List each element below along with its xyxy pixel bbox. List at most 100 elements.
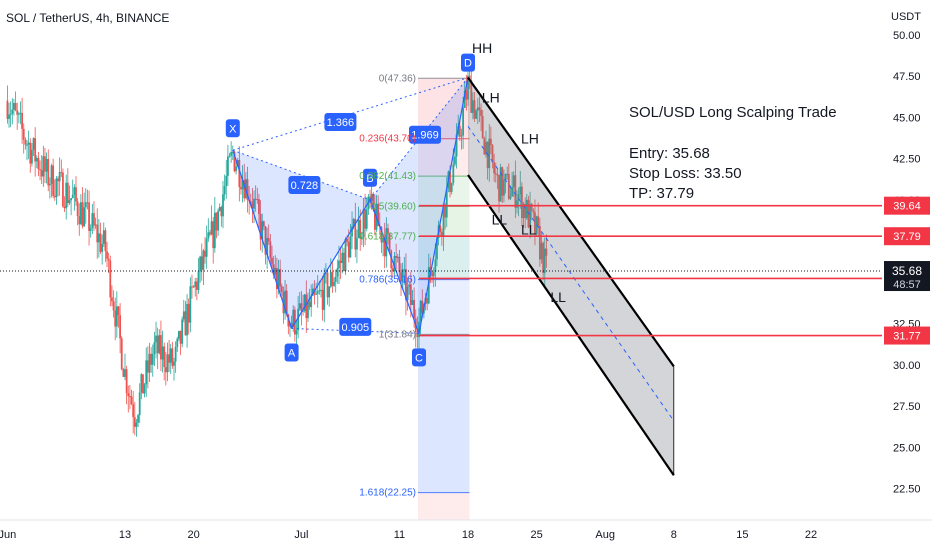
candle-body: [181, 319, 184, 344]
candle-body: [130, 396, 133, 405]
candle-body: [512, 175, 515, 188]
candle-body: [470, 80, 473, 113]
candle-body: [68, 200, 71, 204]
candle-body: [200, 256, 203, 270]
current-price-text: 35.68: [892, 264, 922, 278]
ratio-box: [409, 125, 441, 144]
candle-body: [284, 290, 286, 314]
candle-body: [383, 237, 386, 257]
candle-body: [499, 167, 502, 202]
candle-body: [143, 384, 146, 394]
candle-body: [58, 172, 61, 182]
candle-body: [506, 173, 509, 175]
candle-body: [168, 354, 170, 363]
candle-body: [133, 417, 136, 427]
price-axis[interactable]: [882, 0, 932, 520]
ratio-box: [324, 112, 357, 131]
candle-body: [507, 173, 510, 199]
candle-body: [91, 213, 94, 229]
candle-body: [326, 272, 329, 298]
candle-body: [129, 396, 131, 398]
candle-body: [220, 207, 223, 217]
candle-body: [476, 107, 479, 111]
candle-body: [222, 194, 224, 217]
candle-body: [473, 100, 476, 119]
candle-body: [279, 269, 282, 287]
harmonic-ratio-line: [232, 77, 469, 151]
price-tick-label: 22.50: [893, 484, 921, 496]
candle-body: [334, 276, 337, 283]
price-tick-label: 30.00: [893, 360, 921, 372]
fib-label: 0.236(43.70): [359, 134, 416, 145]
candle-body: [24, 139, 27, 145]
candle-body: [452, 164, 455, 184]
candle-body: [107, 258, 110, 261]
candle-body: [161, 346, 164, 360]
candle-body: [349, 236, 352, 258]
candle-body: [124, 369, 126, 377]
price-levels: [419, 204, 882, 337]
candle-body: [171, 348, 174, 366]
candle-body: [241, 180, 244, 190]
candle-body: [472, 100, 474, 113]
time-tick-label: 13: [119, 529, 131, 541]
candle-body: [298, 303, 301, 309]
candle-body: [42, 156, 45, 177]
candle-body: [194, 281, 197, 287]
candle-body: [169, 348, 172, 363]
ratio-box: [288, 176, 321, 194]
candle-body: [213, 212, 216, 249]
candle-body: [32, 138, 35, 150]
price-tick-label: 50.00: [893, 30, 921, 42]
candle-body: [393, 256, 396, 272]
fib-band: [418, 279, 470, 335]
candle-body: [305, 294, 308, 319]
candle-body: [540, 242, 543, 260]
candle-body: [44, 156, 46, 172]
fib-band: [418, 334, 470, 493]
candle-body: [47, 159, 50, 186]
candle-body: [534, 212, 536, 235]
candle-body: [398, 256, 401, 273]
candle-body: [158, 335, 161, 354]
candle-body: [300, 303, 303, 311]
candle-body: [11, 109, 14, 114]
candle-body: [318, 290, 321, 292]
fib-bands: [418, 77, 470, 520]
harmonic-ratio-line: [369, 77, 469, 201]
candle-body: [9, 113, 12, 115]
candle-body: [485, 141, 487, 155]
candle-body: [17, 113, 20, 115]
candle-body: [416, 332, 419, 338]
candle-body: [511, 187, 513, 197]
candle-body: [76, 201, 79, 217]
candle-body: [150, 353, 153, 365]
candle-body: [202, 250, 205, 270]
candle-body: [254, 198, 257, 200]
candle-body: [285, 290, 288, 315]
candle-body: [184, 311, 187, 336]
candle-body: [400, 272, 402, 282]
candle-body: [290, 323, 293, 327]
candle-body: [31, 149, 33, 164]
candle-body: [227, 156, 229, 176]
time-ticks: Jun 13 20 Jul 11 18 25 Aug 8 15 22: [0, 529, 817, 541]
candle-body: [458, 126, 461, 137]
candle-body: [101, 243, 104, 252]
candle-body: [217, 210, 219, 231]
time-axis[interactable]: [0, 520, 932, 550]
candle-body: [310, 295, 313, 308]
candle-body: [166, 354, 169, 373]
candle-body: [225, 175, 228, 187]
time-tick-label: 11: [394, 529, 405, 541]
candle-body: [199, 256, 202, 272]
candle-body: [78, 216, 81, 225]
candle-body: [119, 315, 121, 339]
candle-body: [153, 342, 156, 354]
time-tick-label: 20: [187, 529, 199, 541]
candle-body: [164, 367, 167, 373]
candle-body: [336, 268, 339, 277]
candle-body: [303, 294, 306, 311]
fib-label: 0.382(41.43): [359, 171, 416, 182]
